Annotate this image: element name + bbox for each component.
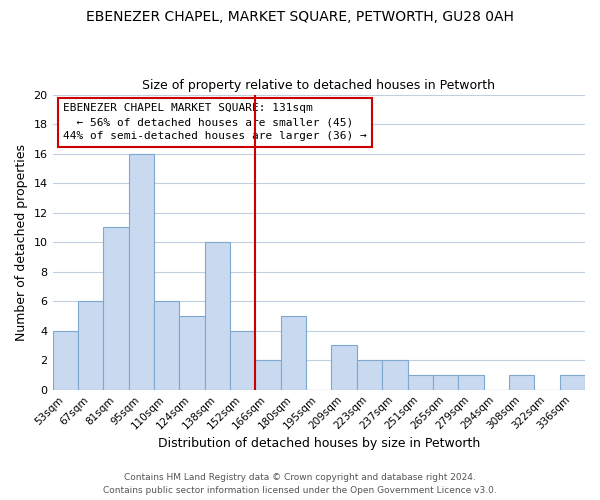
Bar [128,154,154,390]
Text: EBENEZER CHAPEL, MARKET SQUARE, PETWORTH, GU28 0AH: EBENEZER CHAPEL, MARKET SQUARE, PETWORTH… [86,10,514,24]
Bar [230,330,256,390]
X-axis label: Distribution of detached houses by size in Petworth: Distribution of detached houses by size … [158,437,480,450]
Bar [407,375,433,390]
Bar [205,242,230,390]
Bar [357,360,382,390]
Bar [382,360,407,390]
Bar [78,301,103,390]
Bar [103,228,128,390]
Bar [53,330,78,390]
Bar [154,301,179,390]
Text: Contains HM Land Registry data © Crown copyright and database right 2024.
Contai: Contains HM Land Registry data © Crown c… [103,474,497,495]
Bar [433,375,458,390]
Bar [458,375,484,390]
Bar [560,375,585,390]
Title: Size of property relative to detached houses in Petworth: Size of property relative to detached ho… [142,79,495,92]
Text: EBENEZER CHAPEL MARKET SQUARE: 131sqm
  ← 56% of detached houses are smaller (45: EBENEZER CHAPEL MARKET SQUARE: 131sqm ← … [63,104,367,142]
Bar [179,316,205,390]
Bar [281,316,306,390]
Bar [509,375,534,390]
Bar [256,360,281,390]
Y-axis label: Number of detached properties: Number of detached properties [15,144,28,340]
Bar [331,346,357,390]
